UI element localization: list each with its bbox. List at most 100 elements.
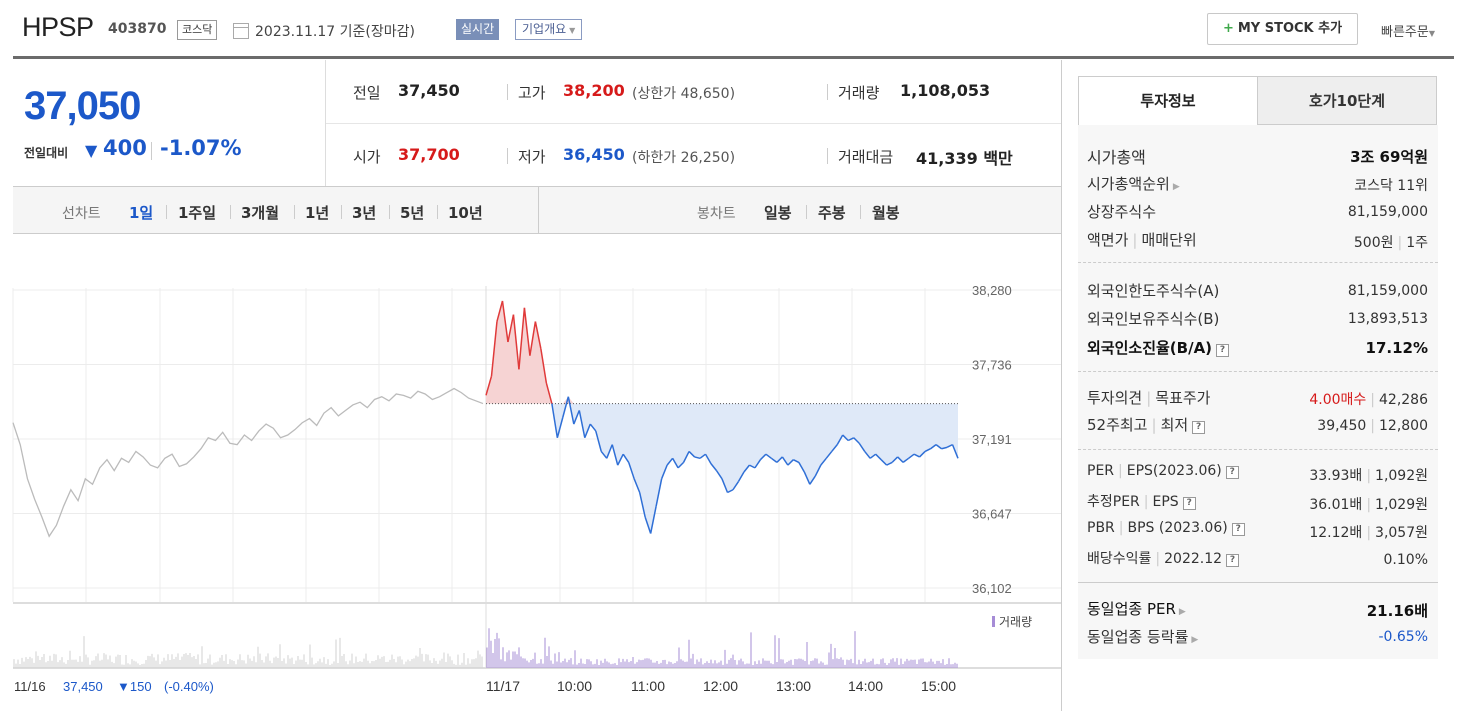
divider: |: [1146, 389, 1152, 407]
tab-1d[interactable]: 1일: [129, 204, 154, 222]
divider: |: [1366, 497, 1372, 513]
price-segment: [853, 437, 860, 444]
target-label: 목표주가: [1155, 389, 1211, 407]
price-segment: [902, 457, 910, 463]
tab-divider: [294, 205, 295, 219]
opinion-target-label: 투자의견 | 목표주가: [1087, 387, 1210, 408]
eps-value: 1,092원: [1375, 468, 1428, 484]
price-segment: [935, 444, 942, 450]
help-icon[interactable]: ?: [1216, 344, 1230, 357]
chevron-right-icon: ▶: [1172, 182, 1180, 192]
x-tick-label: 10:00: [557, 678, 592, 694]
tab-5y[interactable]: 5년: [400, 204, 425, 222]
tab-orderbook-10[interactable]: 호가10단계: [1257, 76, 1437, 125]
tab-invest-info[interactable]: 투자정보: [1078, 76, 1258, 125]
divider: |: [1370, 392, 1375, 408]
high-value: 38,200: [563, 81, 625, 100]
price-segment: [825, 450, 833, 459]
tab-3m[interactable]: 3개월: [241, 204, 280, 222]
price-segment: [540, 348, 548, 384]
low-value: 36,450: [563, 145, 625, 164]
down-triangle-icon: ▼: [85, 141, 98, 160]
price-segment: [545, 382, 553, 404]
x-tick-label: 12:00: [703, 678, 738, 694]
opinion-target-value: 4.00매수 | 42,286: [1309, 389, 1428, 409]
pbr-bps-value: 12.12배 | 3,057원: [1309, 522, 1428, 542]
tab-weekly[interactable]: 주봉: [818, 204, 846, 222]
help-icon[interactable]: ?: [1192, 421, 1206, 434]
trade-value-number: 41,339: [916, 149, 978, 168]
help-icon[interactable]: ?: [1182, 497, 1196, 510]
w52-high-value: 39,450: [1317, 418, 1367, 434]
tab-divider: [860, 205, 861, 219]
tab-1y[interactable]: 1년: [305, 204, 330, 222]
tab-divider: [341, 205, 342, 219]
price-segment: [754, 459, 762, 469]
upper-limit-label: (상한가: [632, 86, 677, 102]
cap-rank-link[interactable]: 시가총액순위 ▶: [1087, 173, 1180, 194]
price-segment: [875, 453, 882, 461]
price-segment: [501, 300, 509, 343]
price-segment: [655, 478, 663, 507]
market-cap-label: 시가총액: [1087, 148, 1146, 167]
help-icon[interactable]: ?: [1226, 554, 1240, 567]
volume-label: 거래량: [838, 84, 880, 102]
price-box: [13, 60, 326, 186]
price-segment: [930, 444, 937, 450]
prev-day-close: 37,450: [63, 679, 103, 694]
price-segment: [534, 321, 542, 349]
price-segment: [765, 453, 772, 459]
tab-daily[interactable]: 일봉: [764, 204, 792, 222]
plus-icon: +: [1222, 21, 1234, 36]
tab-1w[interactable]: 1주일: [178, 204, 217, 222]
upper-limit-close: ): [729, 86, 736, 102]
tab-divider: [230, 205, 231, 219]
company-overview-dropdown[interactable]: 기업개요 ▼: [515, 19, 583, 40]
stock-name: HPSP: [22, 12, 94, 42]
est-eps-value: 1,029원: [1375, 497, 1428, 513]
tab-10y[interactable]: 10년: [448, 204, 483, 222]
help-icon[interactable]: ?: [1225, 466, 1239, 479]
help-icon[interactable]: ?: [1231, 523, 1245, 536]
dividend-label: 배당수익률 | 2022.12?: [1087, 548, 1240, 568]
price-segment: [864, 450, 871, 459]
base-date: 2023.11.17 기준(장마감): [255, 24, 415, 40]
price-segment: [858, 442, 866, 452]
price-segment: [759, 453, 767, 461]
price-segment: [924, 448, 931, 453]
price-segment: [507, 314, 515, 343]
par-unit-label: 액면가 | 매매단위: [1087, 229, 1197, 250]
w52-high-label: 52주최고: [1087, 416, 1148, 434]
x-tick-label: 11/17: [486, 678, 520, 694]
realtime-button[interactable]: 실시간: [456, 19, 500, 40]
tab-monthly[interactable]: 월봉: [872, 204, 900, 222]
candle-chart-label: 봉차트: [697, 206, 736, 222]
divider: [507, 84, 508, 100]
divider: |: [1132, 231, 1138, 249]
per-value: 33.93배: [1309, 468, 1363, 484]
price-segment: [715, 470, 723, 480]
price-chart[interactable]: 38,280 37,736 37,191 36,647 36,102 거래량 11/17 10…: [0, 234, 1065, 711]
divider: |: [1118, 520, 1124, 536]
price-segment: [749, 464, 756, 469]
price-segment: [793, 458, 800, 464]
industry-change-label: 동일업종 등락률: [1087, 628, 1189, 646]
par-label: 액면가: [1087, 231, 1129, 249]
add-mystock-button[interactable]: + MY STOCK 추가: [1207, 13, 1358, 45]
opinion-value: 4.00매수: [1309, 392, 1367, 408]
pbr-label: PBR: [1087, 520, 1115, 536]
tab-3y[interactable]: 3년: [352, 204, 377, 222]
lower-limit-value: 26,250: [680, 150, 730, 166]
industry-per-link[interactable]: 동일업종 PER ▶: [1087, 598, 1186, 619]
line-chart-label: 선차트: [62, 206, 101, 222]
pbr-value: 12.12배: [1309, 525, 1363, 541]
high-label: 고가: [518, 84, 546, 102]
tabbar-divider: [538, 187, 539, 234]
quick-order-dropdown[interactable]: 빠른주문▼: [1381, 21, 1435, 40]
tab-divider: [389, 205, 390, 219]
divider: [827, 148, 828, 164]
stat-row-rule: [326, 123, 1062, 124]
up-area: [486, 300, 958, 404]
industry-change-link[interactable]: 동일업종 등락률 ▶: [1087, 626, 1198, 647]
panel-rule: [13, 186, 1062, 187]
